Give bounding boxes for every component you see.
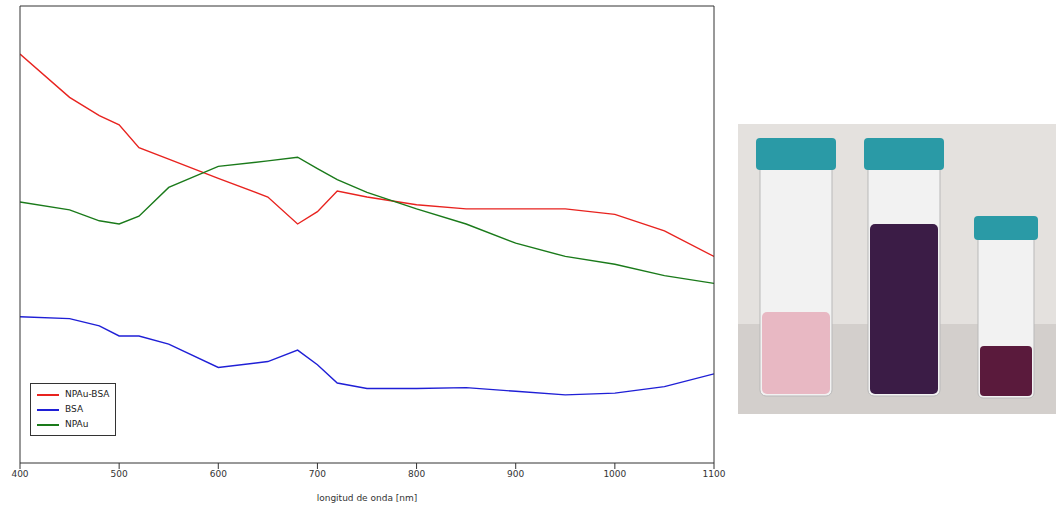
html-text:NPAu-BSA: NPAu-BSA — [65, 389, 110, 399]
svg-text:500: 500 — [111, 469, 128, 479]
svg-text:400: 400 — [11, 469, 28, 479]
svg-text:900: 900 — [507, 469, 524, 479]
html-text:BSA: BSA — [65, 404, 84, 414]
svg-text:1000: 1000 — [603, 469, 626, 479]
svg-text:800: 800 — [408, 469, 425, 479]
svg-text:1100: 1100 — [703, 469, 726, 479]
html-text:NPAu: NPAu — [65, 419, 89, 429]
svg-text:700: 700 — [309, 469, 326, 479]
svg-text:600: 600 — [210, 469, 227, 479]
svg-text:longitud de onda [nm]: longitud de onda [nm] — [317, 493, 418, 503]
